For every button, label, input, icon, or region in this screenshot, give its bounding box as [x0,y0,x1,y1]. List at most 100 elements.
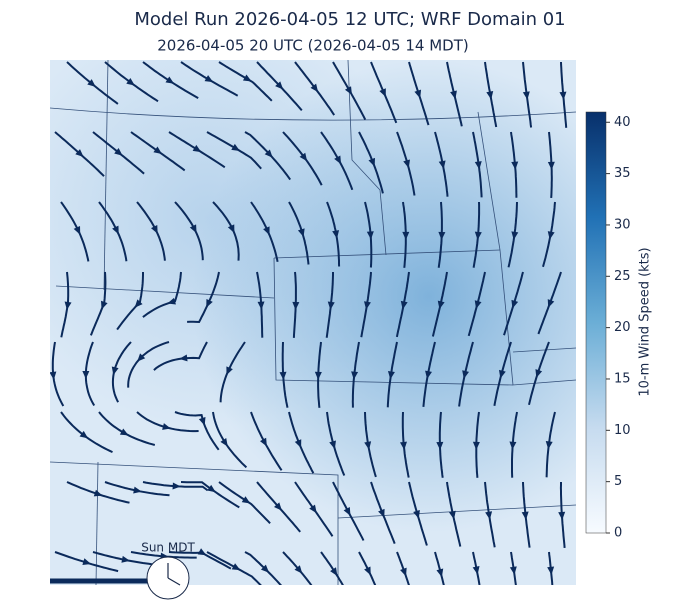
arrowhead [425,370,432,380]
arrowhead [259,437,267,447]
arrowhead [93,489,103,497]
arrowhead [220,438,228,447]
arrowhead [162,423,171,430]
arrowhead [64,301,72,310]
arrowhead [153,146,162,155]
arrowhead [241,496,251,504]
arrowhead [111,366,119,376]
colorbar-tick-label: 40 [614,115,631,130]
arrowhead [364,301,371,310]
arrowhead [75,149,84,158]
colorbar-label: 10-m Wind Speed (kts) [638,247,653,396]
arrowhead [472,441,480,450]
arrowhead [364,441,372,450]
arrowhead [165,76,175,84]
arrowhead [73,225,81,235]
arrowhead [126,78,135,86]
arrowhead [330,567,338,576]
arrowhead [498,369,506,379]
arrowhead [414,89,422,99]
arrowhead [206,298,213,308]
arrowhead [436,441,444,450]
streamlines [50,61,568,585]
arrowhead [558,511,566,520]
arrowhead [274,502,282,511]
arrowhead [242,74,252,82]
colorbar-tick-label: 10 [614,423,631,438]
colorbar-tick-label: 25 [614,269,631,284]
arrowhead [413,510,420,519]
colorbar-tick-label: 0 [614,526,622,541]
arrowhead [294,565,303,574]
arrowhead [474,161,482,170]
colorbar-ticks: 0 5 10 15 20 25 30 35 40 [606,115,631,541]
arrowhead [79,430,89,439]
colorbar-tick-label: 5 [614,474,622,489]
arrowhead [379,88,386,98]
arrowhead [387,370,395,380]
arrowhead [450,90,457,100]
arrowhead [511,161,519,170]
arrowhead [207,484,216,493]
arrowhead [172,482,181,490]
arrowhead [351,371,359,380]
arrowhead [448,510,456,520]
arrowhead [559,91,567,100]
wind-shade [50,60,576,585]
arrowhead [334,155,342,165]
arrowhead [134,299,143,308]
clock-label: Sun MDT [141,541,195,555]
arrowhead [137,353,146,362]
arrowhead [472,566,480,575]
colorbar-tick-label: 20 [614,320,631,335]
arrowhead [299,152,308,162]
arrowhead [204,75,214,83]
arrowhead [226,366,233,376]
arrowhead [179,354,188,362]
arrowhead [400,567,407,577]
arrowhead [192,144,202,153]
arrowhead [257,301,265,310]
arrowhead [82,371,90,380]
arrowhead [402,231,410,240]
borders [50,60,576,585]
arrowhead [82,558,92,566]
arrowhead [87,79,96,87]
arrowhead [189,224,197,234]
arrowhead [378,508,385,518]
arrowhead [275,81,284,90]
arrowhead [112,225,119,235]
arrowhead [260,564,270,573]
arrowhead [400,441,407,450]
arrowhead [327,301,335,310]
arrowhead [344,86,352,95]
arrowhead [368,157,375,167]
arrowhead [474,300,482,309]
arrowhead [294,439,302,448]
arrowhead [121,555,130,563]
arrowhead [198,416,206,426]
arrowhead [547,231,555,240]
arrowhead [535,369,543,378]
arrowhead [329,440,336,450]
arrowhead [101,300,108,310]
subtitle: 2026-04-05 20 UTC (2026-04-05 14 MDT) [157,37,468,55]
arrowhead [227,224,235,234]
arrowhead [509,566,517,575]
arrowhead [310,83,319,93]
arrowhead [343,507,351,516]
arrowhead [366,231,374,240]
arrowhead [297,228,305,237]
arrowhead [309,504,317,514]
arrowhead [486,90,494,100]
arrowhead [114,148,123,156]
arrowhead [332,230,340,239]
arrowhead [511,231,519,240]
arrowhead [436,568,444,578]
arrowhead [197,548,207,556]
arrowhead [292,301,300,310]
arrowhead [485,511,493,520]
clock-hand [167,577,181,586]
arrowhead [545,441,553,450]
